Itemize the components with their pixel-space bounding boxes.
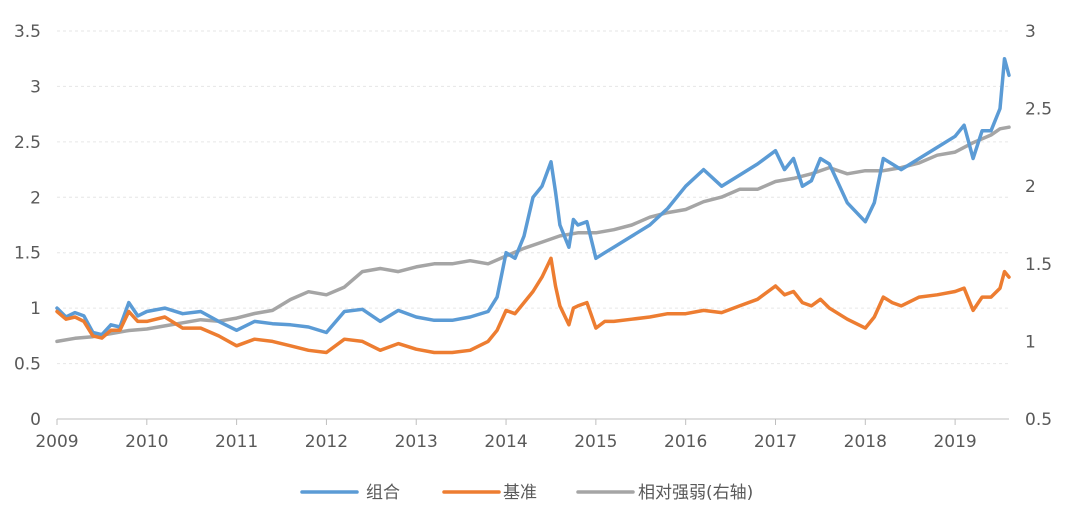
x-tick-label: 2009 bbox=[35, 432, 78, 452]
y-left-tick-label: 2 bbox=[30, 188, 41, 208]
y-left-tick-label: 3 bbox=[30, 77, 41, 97]
y-right-tick-label: 2 bbox=[1025, 177, 1036, 197]
x-tick-label: 2012 bbox=[305, 432, 348, 452]
legend-label: 相对强弱(右轴) bbox=[638, 483, 753, 503]
x-tick-label: 2017 bbox=[754, 432, 797, 452]
y-left-tick-label: 2.5 bbox=[14, 133, 41, 153]
series-line-2 bbox=[55, 125, 1011, 344]
legend-label: 基准 bbox=[503, 483, 537, 503]
y-left-tick-label: 1.5 bbox=[14, 244, 41, 264]
legend-label: 组合 bbox=[366, 483, 400, 503]
x-tick-label: 2010 bbox=[125, 432, 168, 452]
x-tick-label: 2019 bbox=[933, 432, 976, 452]
x-tick-label: 2016 bbox=[664, 432, 707, 452]
y-right-tick-label: 1.5 bbox=[1025, 255, 1052, 275]
y-left-tick-label: 1 bbox=[30, 299, 41, 319]
x-tick-label: 2011 bbox=[215, 432, 258, 452]
x-tick-label: 2018 bbox=[844, 432, 887, 452]
y-right-tick-label: 0.5 bbox=[1025, 410, 1052, 430]
axes: 0 0.5 1 1.5 2 2.5 3 3.5 0.5 1 1.5 2 2.5 3 2009 2010 2011… bbox=[14, 22, 1052, 452]
x-tick-label: 2014 bbox=[484, 432, 527, 452]
series-line-0 bbox=[55, 56, 1011, 337]
x-tick-label: 2015 bbox=[574, 432, 617, 452]
y-right-tick-label: 1 bbox=[1025, 332, 1036, 352]
series-lines bbox=[55, 56, 1011, 355]
y-right-tick-label: 3 bbox=[1025, 22, 1036, 42]
y-left-tick-label: 3.5 bbox=[14, 22, 41, 42]
y-left-tick-label: 0.5 bbox=[14, 355, 41, 375]
y-right-tick-label: 2.5 bbox=[1025, 100, 1052, 120]
y-left-tick-label: 0 bbox=[30, 410, 41, 430]
gridlines bbox=[57, 30, 1009, 365]
series-line-1 bbox=[55, 256, 1011, 355]
x-tick-label: 2013 bbox=[395, 432, 438, 452]
legend: 组合 基准 相对强弱(右轴) bbox=[300, 483, 753, 503]
